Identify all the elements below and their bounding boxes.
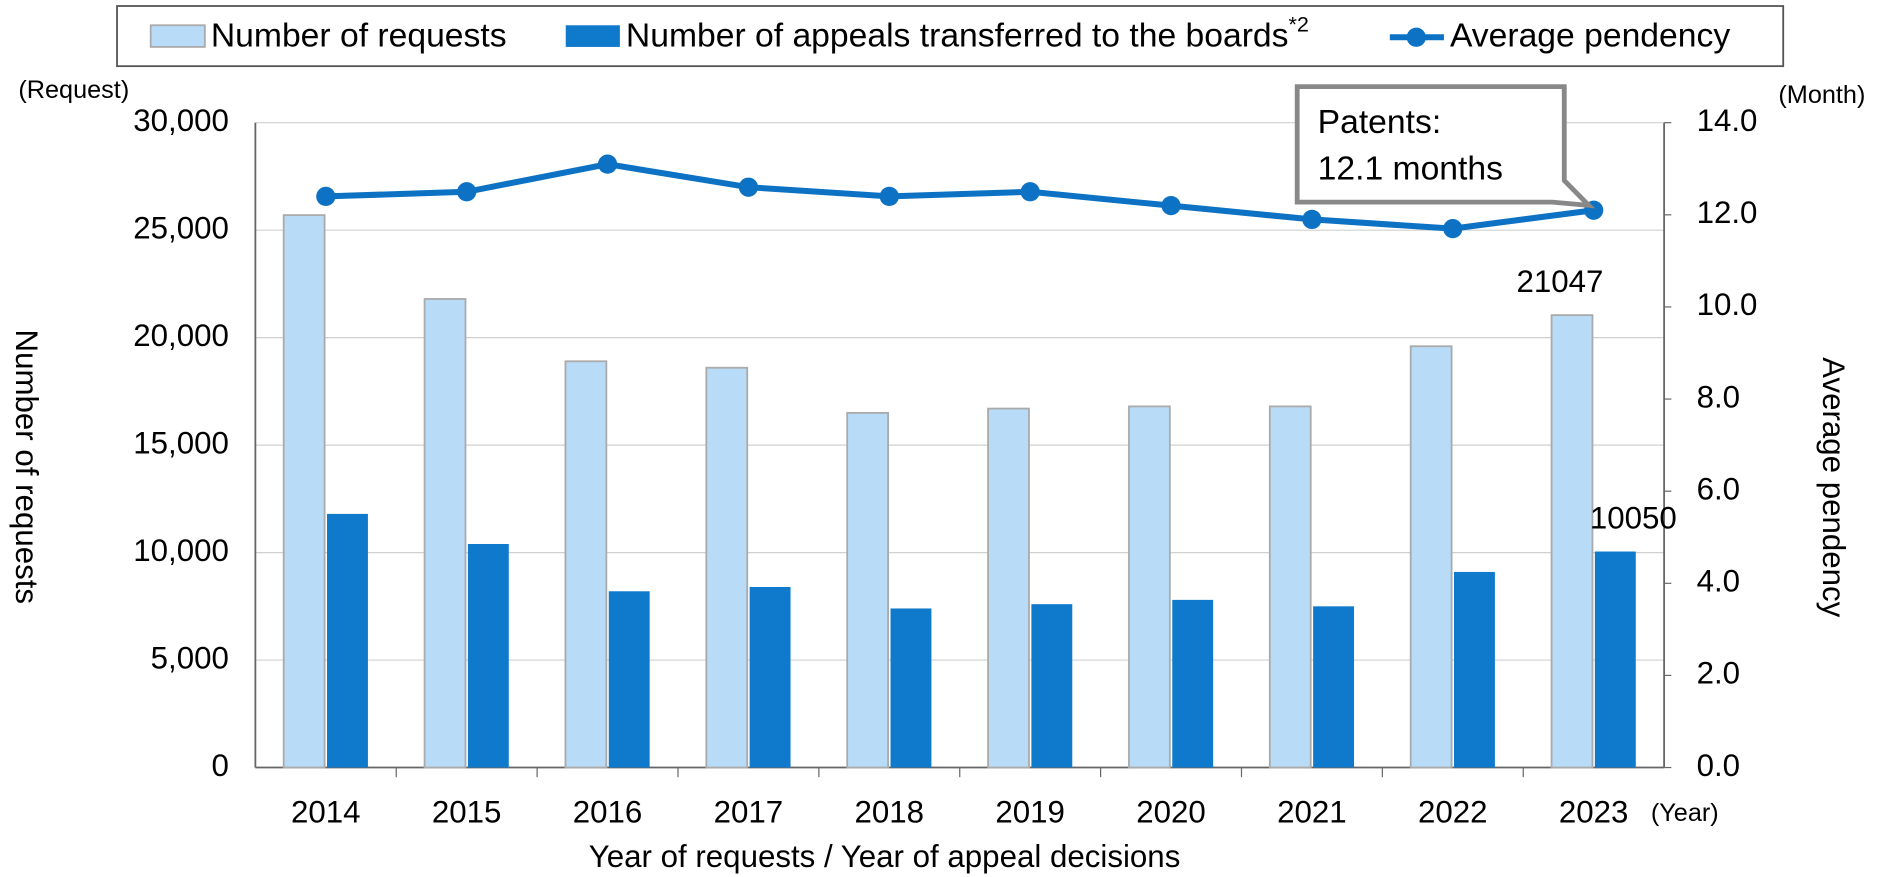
x-tick-label: 2018 [855,795,925,830]
x-tick-label: 2021 [1277,795,1347,830]
y2-tick-label: 8.0 [1697,379,1740,414]
line-point [879,186,899,207]
line-point [1161,195,1181,216]
bar [1550,314,1594,769]
y-tick-label: 0 [212,748,229,783]
x-axis-label: Year of requests / Year of appeal decisi… [589,839,1181,874]
y2-unit: (Month) [1778,81,1865,109]
y-tick-label: 5,000 [151,640,229,675]
y-axis-label: Number of requests [9,329,44,604]
legend-text: Number of appeals transferred to the boa… [626,17,1289,54]
line-point [597,154,618,174]
bar [1172,599,1214,768]
y2-tick-label: 0.0 [1697,748,1740,783]
y2-axis-label: Average pendency [1816,357,1851,618]
legend-box [116,5,1785,68]
bar [1313,606,1355,768]
bar [1454,571,1495,768]
legend-label: Number of appeals transferred to the boa… [626,11,1309,54]
bar [564,360,608,769]
y2-tick-label: 2.0 [1697,656,1740,691]
legend-label: Average pendency [1450,17,1730,54]
y-tick-label: 25,000 [133,210,229,245]
y-tick-label: 15,000 [133,425,229,460]
y-tick-label: 10,000 [133,533,229,568]
legend-text: Average pendency [1450,17,1730,54]
bar [1409,345,1453,769]
legend-footnote: *2 [1288,11,1308,36]
line-point [1302,209,1322,230]
y-unit: (Request) [18,76,129,104]
bar [423,298,467,769]
bar [282,214,326,769]
x-tick-label: 2017 [714,795,784,830]
y2-tick-label: 6.0 [1697,471,1740,506]
bar [1031,604,1073,768]
y-tick-label: 30,000 [133,103,229,138]
y2-tick-label: 14.0 [1697,103,1758,138]
bar [327,513,368,768]
legend-label: Number of requests [211,17,507,54]
x-tick-label: 2016 [573,795,643,830]
bar [608,591,650,768]
x-tick-label: 2022 [1418,795,1488,830]
line-point [738,177,759,197]
legend-swatch [149,24,206,48]
annotation: Patents: [1318,104,1442,141]
x-tick-label: 2015 [432,795,502,830]
line-point [1443,219,1463,239]
line-point [1020,182,1040,202]
bar [705,366,749,769]
data-label: 21047 [1517,264,1604,299]
x-tick-label: 2020 [1136,795,1206,830]
x-tick-label: 2014 [291,795,361,830]
bar [1594,551,1636,768]
x-tick-label: 2019 [995,795,1065,830]
legend-text: Number of requests [211,17,507,54]
x-tick-label: 2023 [1559,795,1629,830]
x-unit: (Year) [1651,799,1719,827]
annotation: 12.1 months [1318,151,1503,188]
line-point [316,186,336,207]
bar [890,608,932,768]
y2-tick-label: 12.0 [1697,195,1758,230]
y-tick-label: 20,000 [133,318,229,353]
bar [846,411,890,769]
line-point [457,182,477,202]
bar [1268,405,1312,769]
bar [749,586,791,768]
line-series [325,161,1595,232]
y2-tick-label: 10.0 [1697,287,1758,322]
bar [467,543,509,768]
bar [987,407,1030,769]
legend-swatch [1406,27,1426,47]
data-label: 10050 [1590,500,1677,535]
legend-swatch [565,25,620,47]
bar [1128,405,1171,769]
callout [1294,84,1596,209]
y2-tick-label: 4.0 [1697,564,1740,599]
